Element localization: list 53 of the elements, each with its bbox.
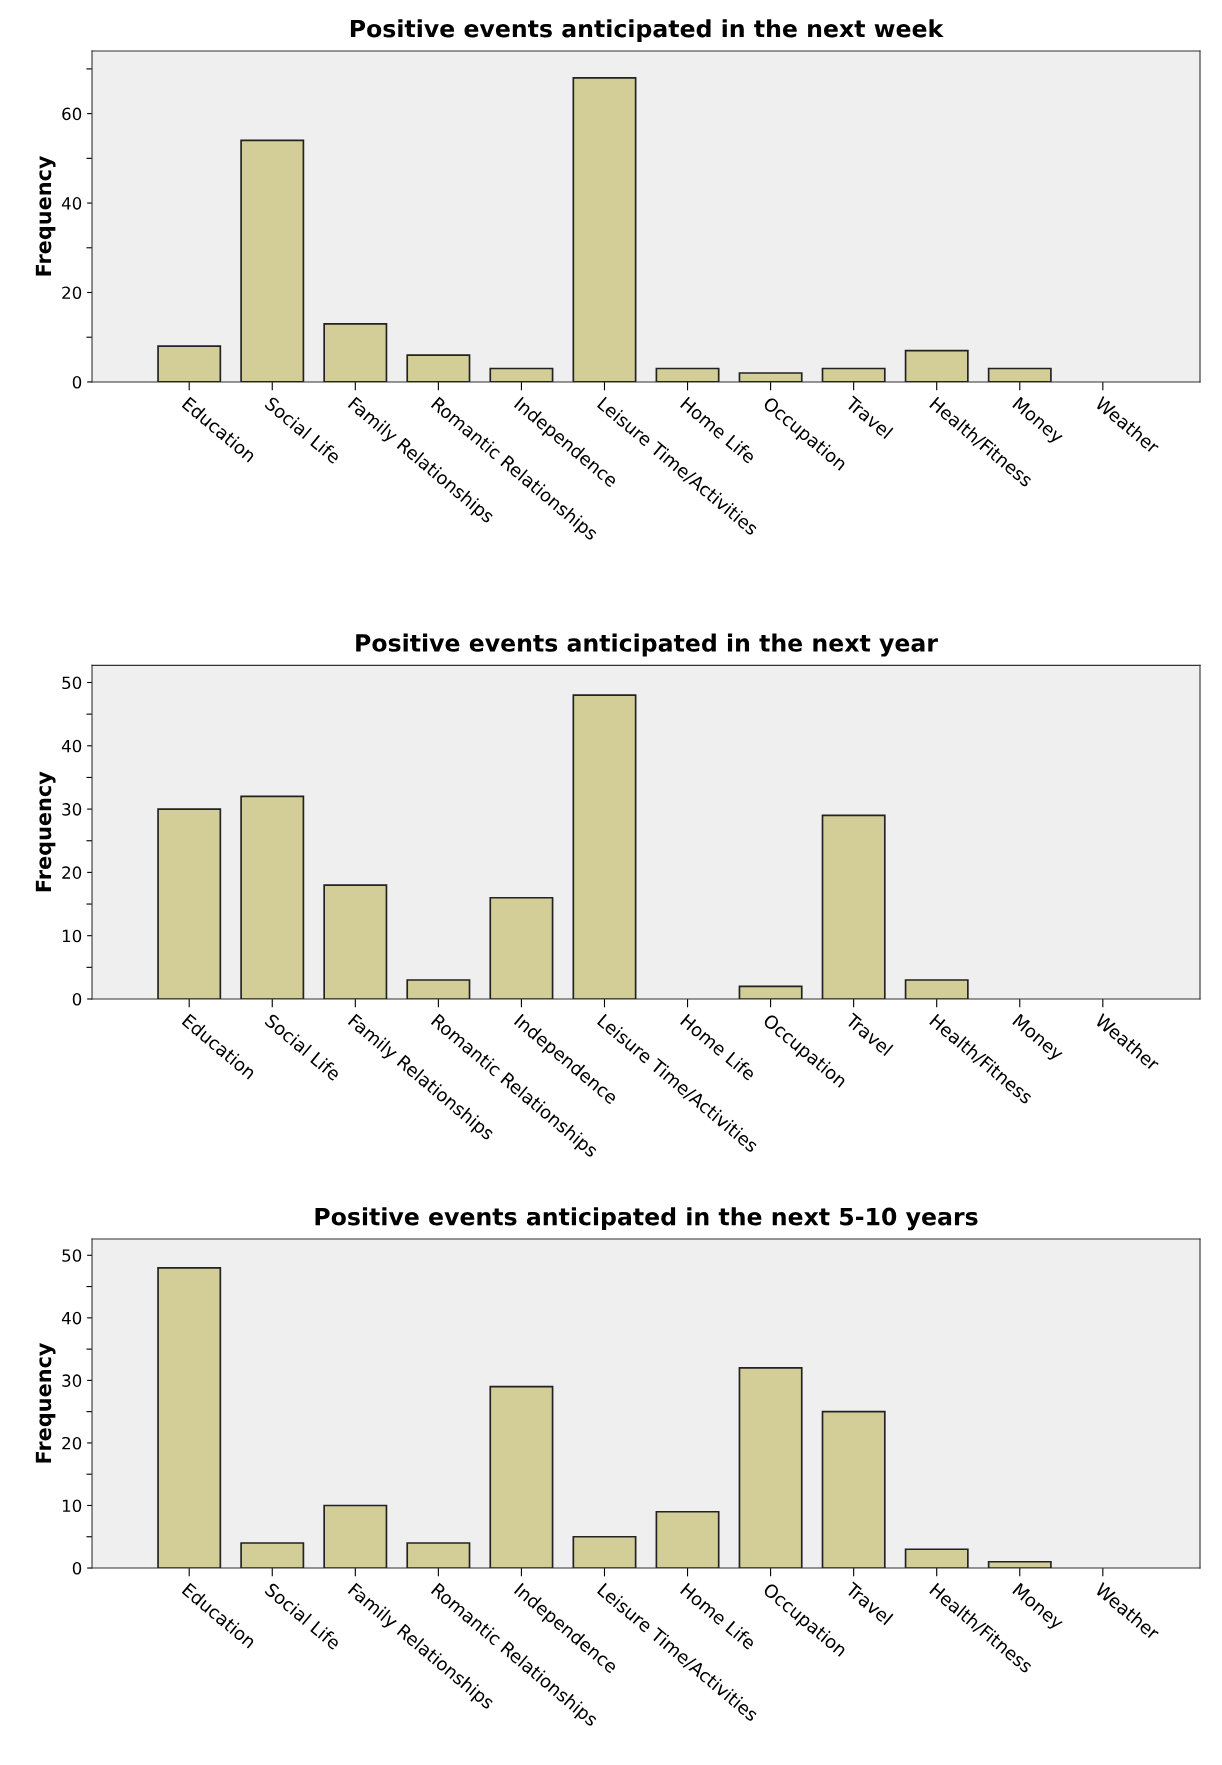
bar — [489, 896, 554, 999]
bar — [157, 345, 222, 382]
bar — [904, 1548, 969, 1569]
bar — [904, 979, 969, 999]
bar — [572, 77, 637, 382]
bar — [323, 884, 388, 999]
bar — [240, 1542, 305, 1569]
bar — [489, 1385, 554, 1569]
chart-title: Positive events anticipated in the next 5-10 years — [315, 1207, 978, 1231]
chart-title: Positive events anticipated in the next week — [350, 19, 944, 43]
y-tick-label: 20 — [62, 1436, 82, 1450]
bar — [572, 694, 637, 999]
bar — [821, 367, 886, 382]
y-tick-label: 0 — [72, 992, 82, 1006]
y-tick-label: 10 — [62, 929, 82, 943]
y-tick-label: 40 — [61, 739, 82, 753]
bar — [738, 372, 803, 382]
bar — [489, 367, 554, 382]
bar — [323, 322, 388, 382]
y-tick-label: 20 — [62, 286, 82, 300]
bar — [157, 1266, 222, 1569]
y-tick-label: 10 — [62, 1499, 82, 1513]
y-tick-label: 0 — [72, 375, 82, 389]
y-axis-title: Frequency — [35, 155, 56, 276]
y-tick-label: 0 — [72, 1561, 82, 1575]
y-tick-label: 20 — [62, 866, 82, 879]
bar — [240, 795, 305, 999]
bar — [821, 1410, 886, 1569]
bar — [406, 1542, 471, 1569]
bar — [738, 1367, 803, 1569]
y-tick-label: 30 — [62, 803, 82, 816]
y-tick-label: 40 — [61, 1311, 82, 1325]
y-tick-label: 30 — [62, 1374, 82, 1387]
bar — [987, 367, 1052, 382]
bar — [323, 1504, 388, 1569]
bar — [655, 367, 720, 382]
y-axis-title: Frequency — [35, 1342, 56, 1463]
y-tick-label: 60 — [62, 107, 82, 121]
bar — [240, 139, 305, 382]
bar — [655, 1510, 720, 1569]
bar — [406, 354, 471, 382]
bar — [904, 349, 969, 382]
bar — [738, 985, 803, 999]
bar — [572, 1535, 637, 1569]
y-tick-label: 50 — [62, 1249, 82, 1262]
bar — [821, 814, 886, 999]
bar — [406, 979, 471, 999]
y-tick-label: 50 — [62, 676, 82, 690]
bar — [987, 1560, 1052, 1569]
y-axis-title: Frequency — [35, 771, 56, 892]
chart-title: Positive events anticipated in the next year — [356, 633, 938, 657]
y-tick-label: 40 — [61, 197, 82, 210]
bar — [157, 808, 222, 999]
